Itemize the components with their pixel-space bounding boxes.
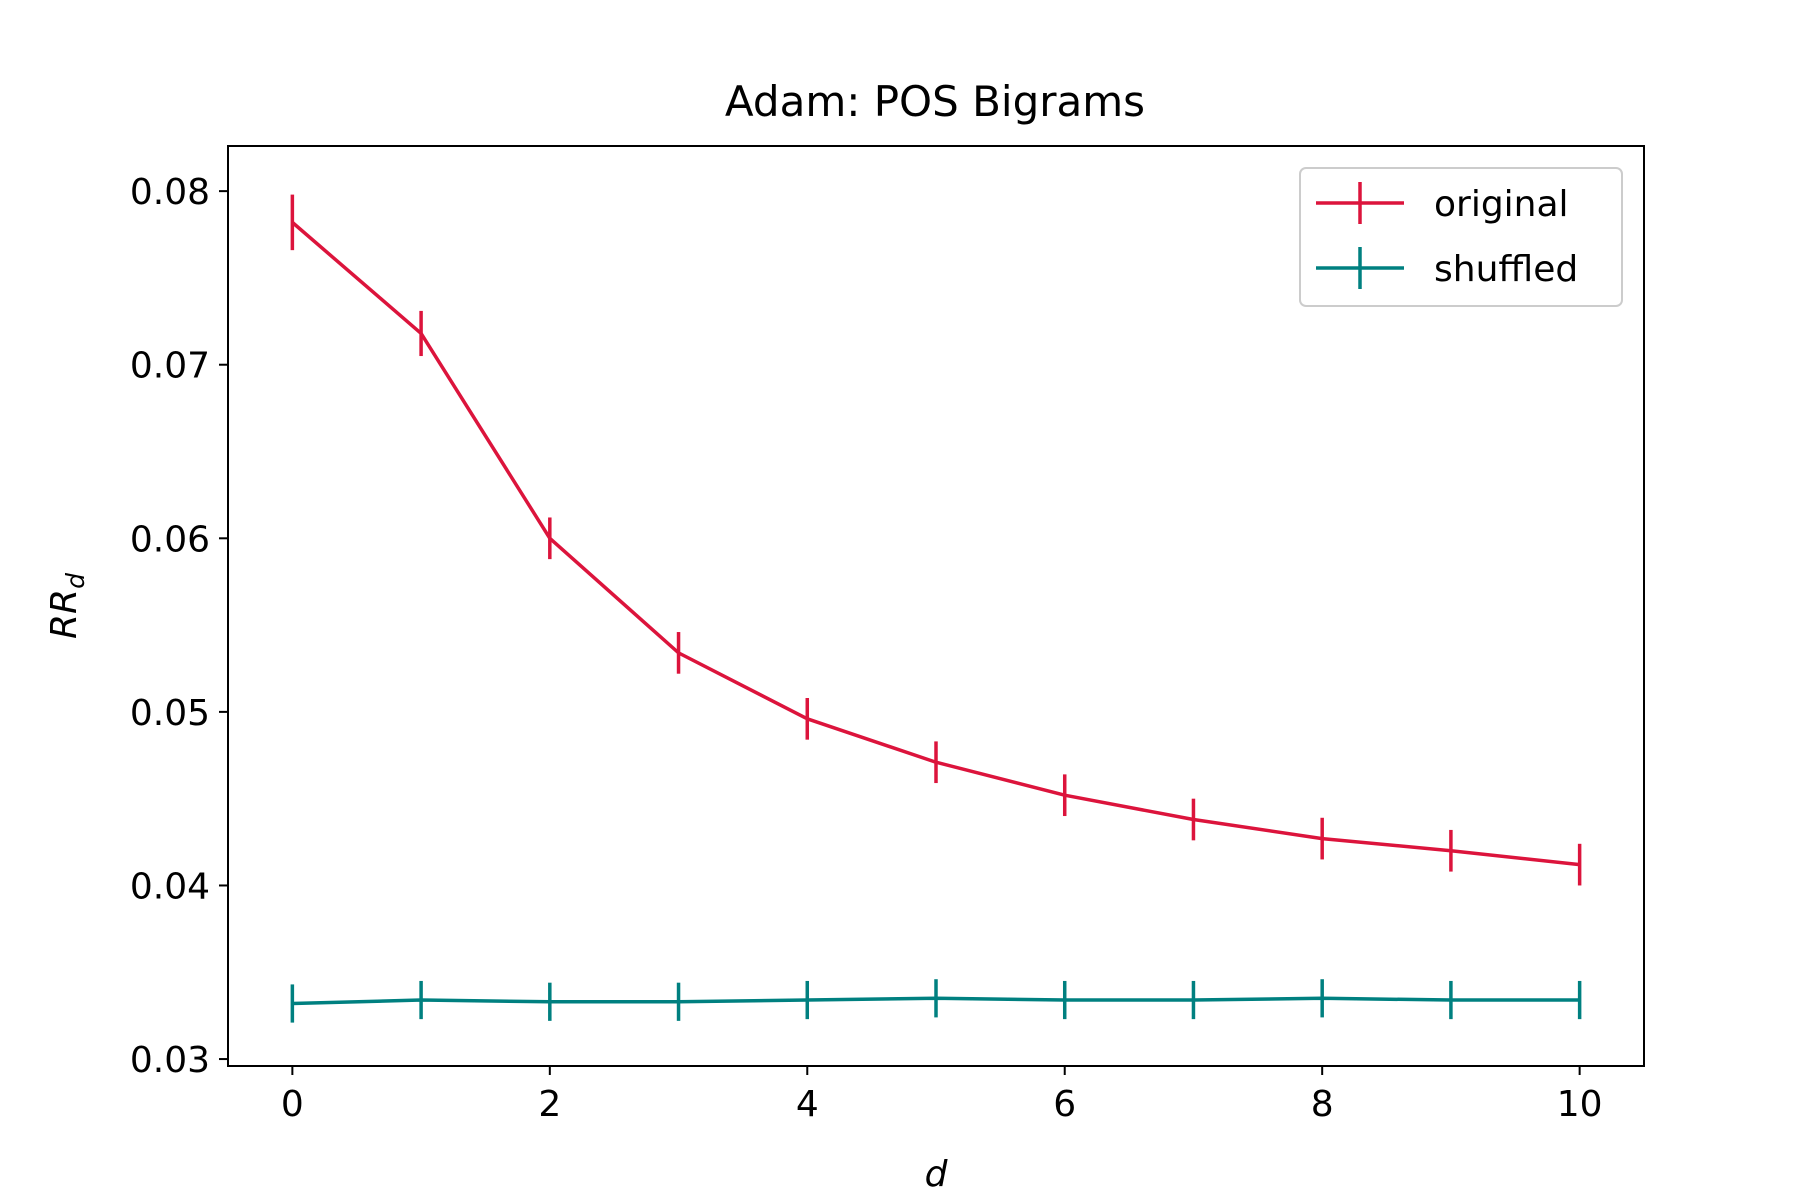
y-tick-label: 0.06 (130, 519, 210, 560)
x-tick-label: 2 (538, 1084, 561, 1125)
legend-label-original: original (1434, 184, 1569, 225)
y-tick-label: 0.07 (130, 346, 210, 387)
x-tick-label: 6 (1053, 1084, 1076, 1125)
series-original (290, 194, 1582, 886)
plot-area (290, 194, 1582, 1023)
chart-title: Adam: POS Bigrams (725, 77, 1145, 126)
legend-label-shuffled: shuffled (1434, 249, 1578, 290)
x-tick-label: 0 (281, 1084, 304, 1125)
series-layer (290, 194, 1582, 1023)
legend: original shuffled (1299, 167, 1623, 307)
y-tick-label: 0.03 (130, 1040, 210, 1081)
y-tick-label: 0.08 (130, 172, 210, 213)
x-tick-label: 4 (796, 1084, 819, 1125)
x-axis: 0 2 4 6 8 10 (281, 1066, 1603, 1125)
axes-frame (227, 145, 1645, 1067)
y-tick-label: 0.05 (130, 693, 210, 734)
y-axis-label-subscript: d (61, 573, 90, 589)
y-axis-label-main: RR (44, 589, 85, 639)
x-tick-label: 10 (1557, 1084, 1603, 1125)
y-axis-label: RRd (44, 573, 90, 639)
y-axis: 0.03 0.04 0.05 0.06 0.07 0.08 (130, 172, 228, 1081)
x-axis-label: d (925, 1154, 949, 1195)
x-tick-label: 8 (1311, 1084, 1334, 1125)
series-shuffled (290, 979, 1582, 1023)
y-tick-label: 0.04 (130, 866, 210, 907)
